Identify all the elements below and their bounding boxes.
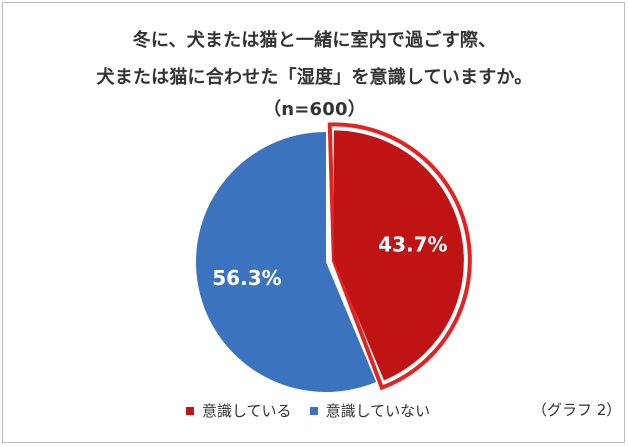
legend-swatch-aware [186, 406, 194, 415]
legend-swatch-not-aware [309, 406, 318, 415]
chart-sample-size: （n=600） [263, 99, 366, 120]
chart-title-line-2: 犬または猫に合わせた「湿度」を意識していますか。 [96, 67, 533, 88]
pie-label-1: 56.3% [212, 266, 281, 290]
pie-slice-0 [333, 130, 464, 381]
legend-label-not-aware: 意識していない [325, 402, 431, 420]
legend-item-not-aware: 意識していない [309, 400, 431, 421]
chart-title-line-1: 冬に、犬または猫と一緒に室内で過ごす際、 [132, 30, 497, 51]
legend-label-aware: 意識している [202, 402, 292, 420]
pie-label-0: 43.7% [378, 233, 447, 257]
pie-slice-1 [195, 132, 377, 393]
legend-item-aware: 意識している [186, 400, 292, 421]
graph-number-note: （グラフ 2） [532, 401, 622, 419]
legend: 意識している 意識していない [186, 400, 430, 421]
